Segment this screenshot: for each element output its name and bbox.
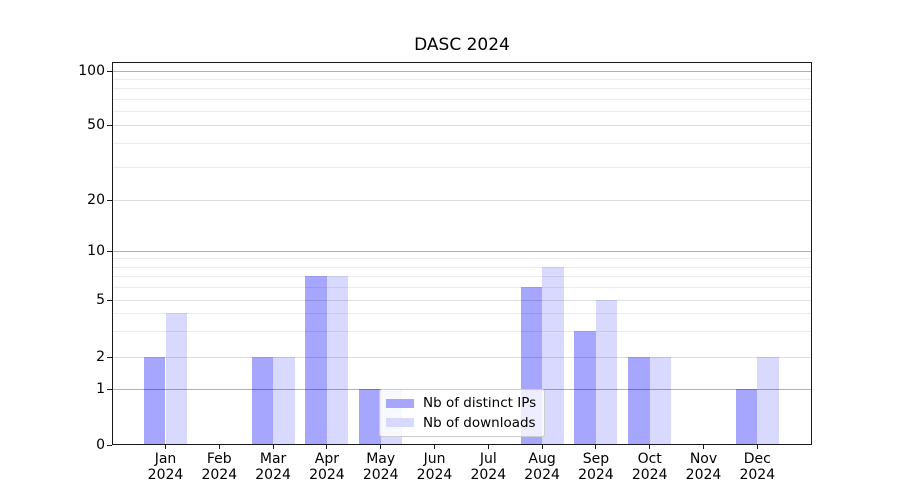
plot-frame — [112, 62, 812, 445]
x-tick-label-aug: Aug 2024 — [524, 451, 560, 483]
y-tick-mark-0 — [107, 444, 112, 446]
x-tick-mark-aug — [541, 445, 543, 449]
gridline-y-70 — [113, 98, 811, 100]
bar-downloads-oct — [649, 356, 672, 445]
bar-downloads-dec — [757, 356, 779, 445]
x-tick-label-may: May 2024 — [362, 451, 399, 483]
legend-swatch-distinct-ips — [386, 398, 414, 408]
gridline-y-50 — [113, 124, 811, 126]
y-tick-label-50: 50 — [87, 117, 105, 133]
x-tick-mark-oct — [649, 445, 651, 449]
y-tick-label-2: 2 — [96, 348, 105, 365]
legend-item-distinct-ips: Nb of distinct IPs — [386, 395, 538, 411]
y-tick-mark-5 — [107, 299, 112, 301]
bar-downloads-mar — [273, 356, 295, 445]
gridline-y-90 — [113, 78, 811, 80]
x-tick-mark-apr — [326, 445, 328, 449]
y-tick-label-20: 20 — [87, 191, 105, 208]
x-tick-mark-jul — [487, 445, 489, 449]
gridline-y-30 — [113, 166, 811, 168]
x-tick-label-jan: Jan 2024 — [147, 451, 184, 483]
bar-downloads-sep — [595, 299, 618, 445]
gridline-y-80 — [113, 87, 811, 89]
gridline-y-9 — [113, 257, 811, 259]
x-tick-mark-nov — [703, 445, 704, 449]
bar-downloads-aug — [542, 266, 564, 445]
gridline-y-60 — [113, 110, 811, 112]
gridline-y-4 — [113, 312, 811, 314]
gridline-y-8 — [113, 266, 811, 268]
y-tick-mark-20 — [107, 199, 112, 201]
gridline-y-2 — [113, 356, 811, 358]
x-tick-mark-sep — [595, 445, 597, 449]
x-tick-mark-dec — [756, 445, 758, 449]
x-tick-mark-jan — [165, 445, 166, 449]
legend-item-downloads: Nb of downloads — [386, 415, 538, 431]
gridline-y-40 — [113, 142, 811, 144]
y-tick-mark-10 — [107, 250, 112, 252]
x-tick-label-dec: Dec 2024 — [739, 451, 776, 483]
y-tick-mark-1 — [107, 388, 112, 390]
y-tick-label-5: 5 — [96, 291, 105, 308]
x-tick-label-jun: Jun 2024 — [416, 451, 453, 483]
bar-downloads-apr — [326, 275, 349, 445]
gridline-y-10 — [113, 250, 811, 252]
legend-label-downloads: Nb of downloads — [423, 414, 536, 431]
x-tick-label-nov: Nov 2024 — [685, 451, 722, 483]
x-tick-label-sep: Sep 2024 — [578, 451, 614, 483]
gridline-y-3 — [113, 330, 811, 332]
gridline-y-6 — [113, 286, 811, 288]
y-tick-mark-2 — [107, 356, 112, 358]
legend-swatch-downloads — [386, 418, 414, 428]
y-tick-label-0: 0 — [96, 437, 105, 453]
bar-distinct-ips-oct — [628, 356, 650, 445]
y-tick-mark-100 — [107, 70, 112, 72]
bar-distinct-ips-sep — [574, 331, 596, 445]
y-tick-label-10: 10 — [87, 243, 105, 259]
bar-downloads-jan — [165, 313, 188, 445]
y-tick-mark-50 — [107, 124, 112, 126]
x-tick-mark-jun — [434, 445, 435, 449]
x-tick-mark-may — [380, 445, 382, 449]
bar-distinct-ips-may — [359, 388, 381, 445]
y-tick-label-100: 100 — [78, 62, 105, 79]
x-tick-label-feb: Feb 2024 — [201, 451, 238, 483]
legend-label-distinct-ips: Nb of distinct IPs — [423, 395, 537, 412]
gridline-y-7 — [113, 275, 811, 277]
y-tick-label-1: 1 — [96, 380, 105, 397]
x-tick-label-oct: Oct 2024 — [631, 451, 668, 483]
bar-distinct-ips-dec — [735, 388, 758, 445]
gridline-y-100 — [113, 70, 811, 72]
legend: Nb of distinct IPs Nb of downloads — [379, 389, 545, 437]
gridline-y-20 — [113, 199, 811, 201]
gridline-y-5 — [113, 299, 811, 301]
bar-distinct-ips-apr — [305, 275, 327, 445]
x-tick-mark-mar — [272, 445, 274, 449]
bar-distinct-ips-mar — [251, 356, 274, 445]
x-tick-label-jul: Jul 2024 — [470, 451, 507, 483]
x-tick-label-mar: Mar 2024 — [255, 451, 291, 483]
chart-title: DASC 2024 — [414, 35, 510, 55]
x-tick-mark-feb — [218, 445, 220, 449]
x-tick-label-apr: Apr 2024 — [309, 451, 345, 483]
bar-distinct-ips-jan — [143, 356, 166, 445]
